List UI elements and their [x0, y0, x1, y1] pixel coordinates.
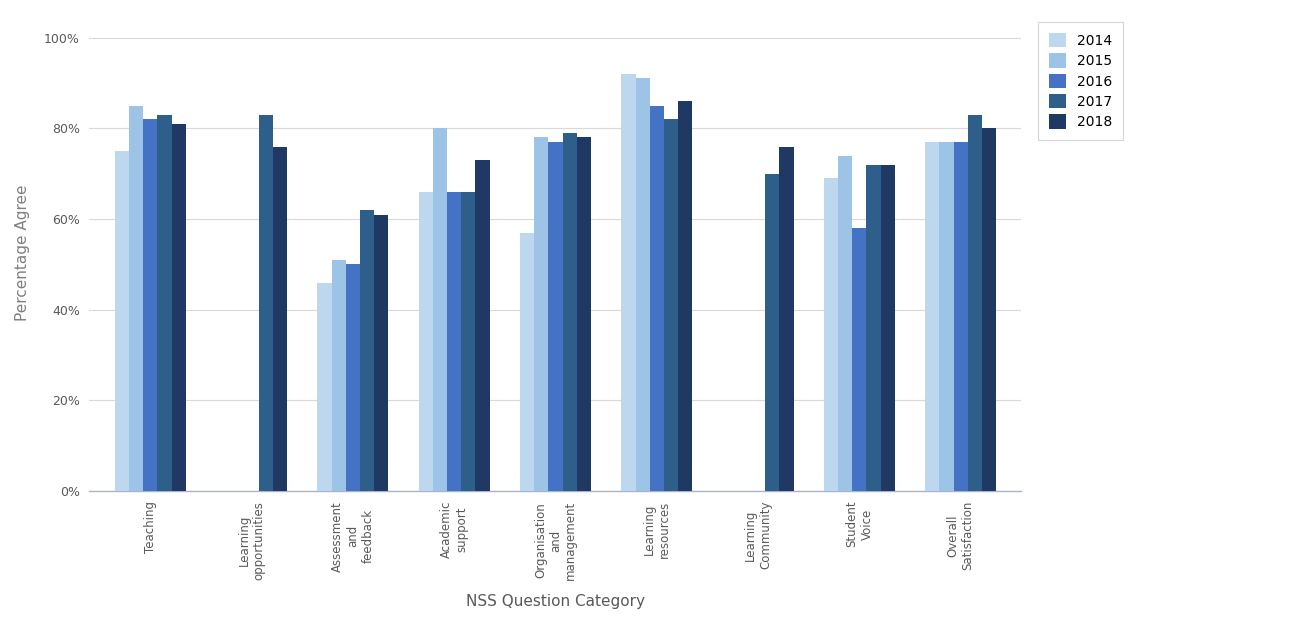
Bar	[678, 101, 692, 491]
Bar	[475, 160, 489, 491]
Bar	[664, 119, 678, 491]
Bar	[867, 165, 881, 491]
Bar	[273, 147, 287, 491]
Bar	[968, 115, 982, 491]
Bar	[577, 137, 591, 491]
Bar	[331, 260, 345, 491]
Bar	[534, 137, 549, 491]
Bar	[172, 124, 186, 491]
Bar	[158, 115, 172, 491]
Bar	[839, 155, 853, 491]
Bar	[520, 233, 534, 491]
Bar	[115, 151, 129, 491]
Y-axis label: Percentage Agree: Percentage Agree	[16, 185, 30, 321]
Bar	[144, 119, 158, 491]
Bar	[360, 210, 374, 491]
Bar	[779, 147, 793, 491]
Legend: 2014, 2015, 2016, 2017, 2018: 2014, 2015, 2016, 2017, 2018	[1038, 22, 1123, 140]
Bar	[925, 142, 939, 491]
Bar	[549, 142, 563, 491]
Bar	[650, 105, 664, 491]
Bar	[448, 192, 461, 491]
Bar	[419, 192, 433, 491]
Bar	[824, 178, 839, 491]
Bar	[563, 133, 577, 491]
Bar	[853, 228, 867, 491]
Bar	[939, 142, 954, 491]
X-axis label: NSS Question Category: NSS Question Category	[466, 594, 644, 609]
Bar	[129, 105, 144, 491]
Bar	[345, 265, 360, 491]
Bar	[881, 165, 895, 491]
Bar	[374, 215, 388, 491]
Bar	[635, 79, 650, 491]
Bar	[954, 142, 968, 491]
Bar	[765, 173, 779, 491]
Bar	[621, 74, 635, 491]
Bar	[317, 283, 331, 491]
Bar	[461, 192, 475, 491]
Bar	[982, 129, 996, 491]
Bar	[433, 129, 448, 491]
Bar	[259, 115, 273, 491]
